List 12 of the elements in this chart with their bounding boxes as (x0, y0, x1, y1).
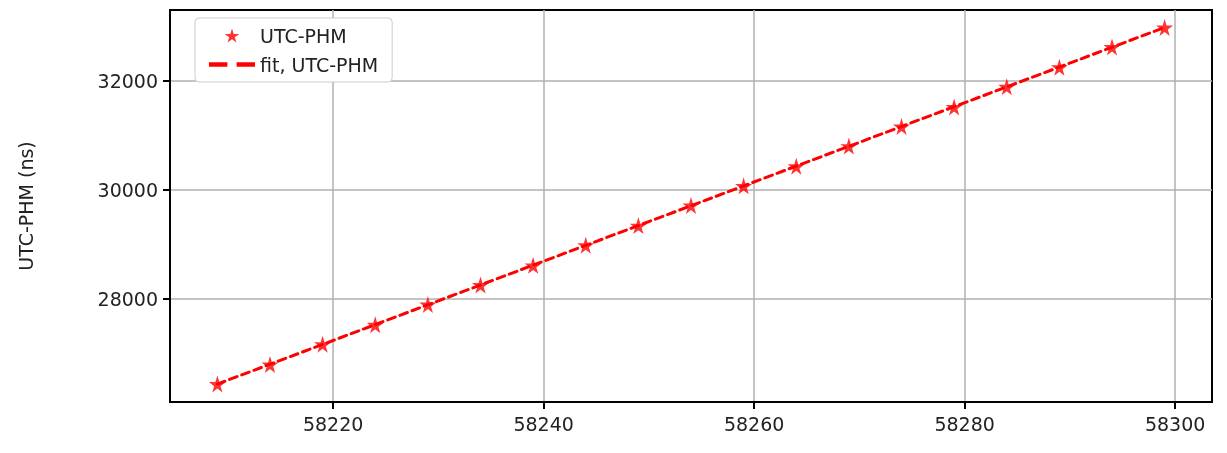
point (1156, 18, 1174, 36)
x-tick-label: 58240 (513, 412, 574, 435)
legend-label: fit, UTC-PHM (260, 53, 379, 76)
y-tick-label: 30000 (97, 178, 158, 201)
x-tick-label: 58220 (302, 412, 364, 435)
y-tick-label: 28000 (97, 287, 158, 310)
x-tick-label: 58260 (723, 412, 785, 435)
y-axis-title: UTC-PHM (ns) (14, 141, 37, 271)
x-tick-label: 58300 (1144, 412, 1206, 435)
legend-label: UTC-PHM (260, 24, 347, 47)
y-tick-label: 32000 (97, 69, 158, 92)
x-tick-label: 58280 (934, 412, 995, 435)
